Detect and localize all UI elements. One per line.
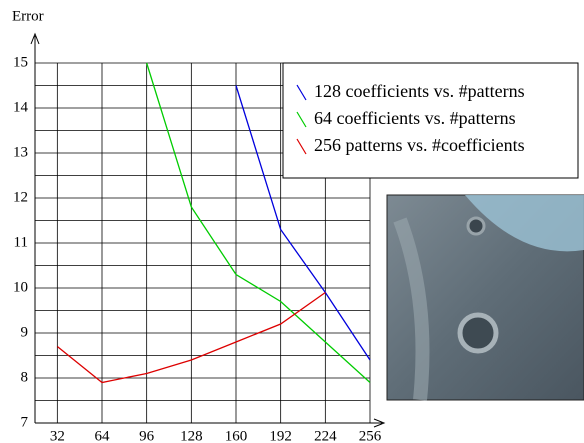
legend-label: 128 coefficients vs. #patterns <box>314 81 525 101</box>
legend-swatch <box>296 138 307 155</box>
x-tick-label: 160 <box>225 428 248 443</box>
series-line <box>235 85 371 361</box>
x-tick-label: 128 <box>180 428 203 443</box>
x-tick-label: 96 <box>139 428 155 443</box>
y-tick-label: 10 <box>13 279 28 295</box>
x-tick-label: 256 <box>359 428 382 443</box>
y-tick-label: 13 <box>13 144 28 160</box>
x-tick-label: 192 <box>269 428 292 443</box>
legend-swatch <box>296 84 307 101</box>
y-tick-label: 9 <box>21 324 29 340</box>
y-axis-label: Error <box>12 8 44 24</box>
y-tick-label: 7 <box>21 414 29 430</box>
y-axis-arrow <box>30 32 40 45</box>
y-tick-label: 8 <box>21 369 29 385</box>
inset-photo <box>386 194 584 401</box>
x-tick-label: 224 <box>314 428 337 443</box>
legend <box>282 62 579 179</box>
series-line <box>146 62 371 383</box>
y-tick-label: 12 <box>13 189 28 205</box>
y-tick-label: 11 <box>14 234 28 250</box>
series-line <box>56 291 326 384</box>
legend-swatch <box>296 111 307 128</box>
x-axis-arrow <box>373 418 386 428</box>
y-tick-label: 15 <box>13 54 28 70</box>
x-tick-label: 64 <box>95 428 111 443</box>
x-tick-label: 32 <box>50 428 65 443</box>
y-tick-label: 14 <box>13 99 29 115</box>
legend-label: 64 coefficients vs. #patterns <box>314 108 516 128</box>
legend-label: 256 patterns vs. #coefficients <box>314 135 525 155</box>
